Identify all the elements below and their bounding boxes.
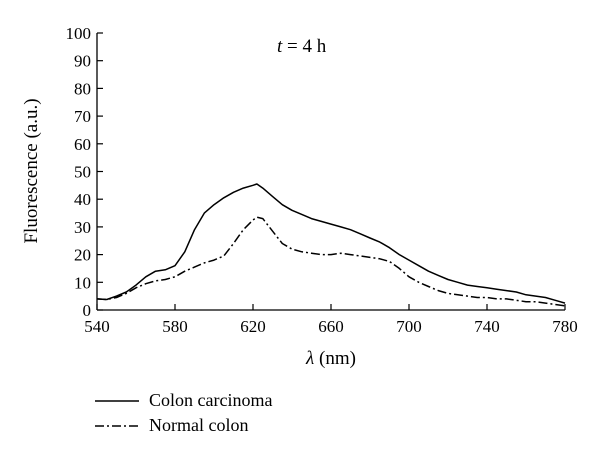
x-tick-label: 540 [84, 317, 110, 336]
x-tick-label: 740 [474, 317, 500, 336]
y-tick-label: 60 [74, 135, 91, 154]
x-axis-unit: (nm) [314, 348, 356, 369]
legend: Colon carcinoma Normal colon [95, 388, 272, 438]
legend-item-colon-carcinoma: Colon carcinoma [95, 388, 272, 413]
y-tick-label: 20 [74, 246, 91, 265]
x-axis-title: λ (nm) [305, 348, 356, 369]
x-tick-label: 620 [240, 317, 266, 336]
legend-label-normal-colon: Normal colon [149, 415, 249, 435]
x-axis-variable: λ [305, 348, 314, 369]
y-tick-label: 80 [74, 79, 91, 98]
legend-item-normal-colon: Normal colon [95, 413, 272, 438]
y-tick-label: 10 [74, 273, 91, 292]
y-tick-label: 70 [74, 107, 91, 126]
y-tick-label: 30 [74, 218, 91, 237]
y-tick-label: 40 [74, 190, 91, 209]
y-axis-title: Fluorescence (a.u.) [21, 98, 42, 243]
x-tick-label: 700 [396, 317, 422, 336]
legend-swatch-dash-dot [95, 424, 139, 427]
y-axis-ticks: 0 10 20 30 40 50 60 70 80 90 100 [66, 24, 103, 320]
y-tick-label: 90 [74, 52, 91, 71]
y-tick-label: 100 [66, 24, 92, 43]
y-tick-label: 50 [74, 163, 91, 182]
x-tick-label: 580 [162, 317, 188, 336]
legend-swatch-solid [95, 399, 139, 402]
y-tick-label: 0 [83, 301, 92, 320]
series-layer [96, 183, 566, 307]
x-tick-label: 660 [318, 317, 344, 336]
annotation-t: t = 4 h [277, 36, 327, 57]
x-axis-ticks: 540 580 620 660 700 740 780 [84, 304, 578, 336]
legend-label-colon-carcinoma: Colon carcinoma [149, 390, 273, 410]
series-line-colon-carcinoma [96, 183, 566, 304]
series-line-normal-colon [96, 216, 566, 307]
x-tick-label: 780 [552, 317, 578, 336]
